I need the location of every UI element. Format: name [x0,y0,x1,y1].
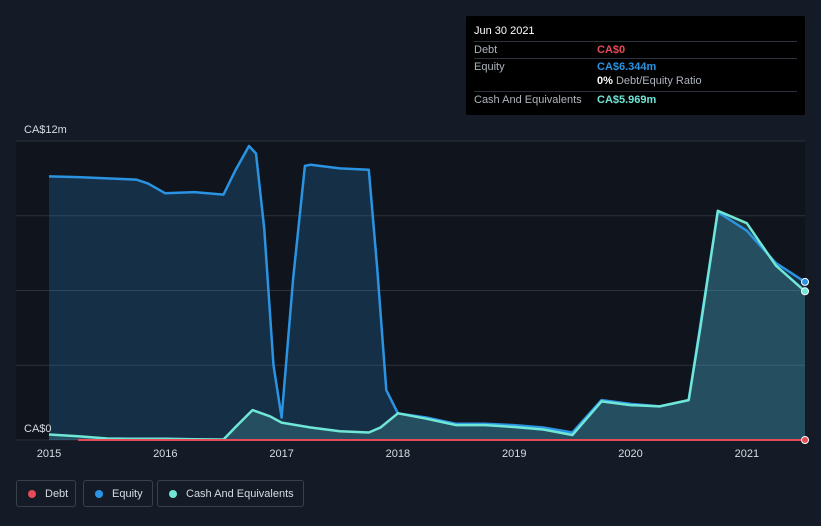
x-axis-ticks: 2015 2016 2017 2018 2019 2020 2021 [37,448,759,460]
equity-end-point [801,277,809,286]
tooltip-cash-value: CA$5.969m [597,94,657,106]
x-tick-label: 2019 [502,448,526,460]
tooltip-equity-label: Equity [474,61,505,73]
tooltip-equity-value: CA$6.344m [597,61,657,73]
x-tick-label: 2015 [37,448,61,460]
legend-item-equity[interactable]: Equity [83,480,153,507]
y-axis-top-label: CA$12m [24,124,67,136]
tooltip-debt-value: CA$0 [597,44,626,56]
equity-area [49,146,805,440]
tooltip-cash-label: Cash And Equivalents [474,94,582,106]
legend-item-cash[interactable]: Cash And Equivalents [157,480,304,507]
tooltip-row-equity: Equity CA$6.344m [474,58,797,75]
equity-dot-icon [95,490,103,498]
x-tick-label: 2018 [386,448,410,460]
series-lines [48,144,806,441]
cash-and-equivalents-area [49,210,805,440]
tooltip-debt-label: Debt [474,44,498,56]
tooltip-debt-equity-ratio: 0% Debt/Equity Ratio [597,75,702,87]
cash-and-equivalents-end-point [801,287,809,296]
cash-dot-icon [169,490,177,498]
data-tooltip: Jun 30 2021 Debt CA$0 Equity CA$6.344m 0… [466,16,805,115]
ratio-label: Debt/Equity Ratio [615,75,702,87]
legend-item-debt[interactable]: Debt [16,480,76,507]
tooltip-row-cash: Cash And Equivalents CA$5.969m [474,91,797,108]
legend-equity-label: Equity [112,488,143,500]
x-tick-label: 2021 [735,448,759,460]
series-areas [49,146,805,440]
x-tick-label: 2017 [269,448,293,460]
legend-debt-label: Debt [45,488,69,500]
series-end-markers [801,277,809,444]
debt-dot-icon [28,490,36,498]
tooltip-row-debt: Debt CA$0 [474,41,797,58]
y-axis-bottom-label: CA$0 [24,423,52,435]
tooltip-date: Jun 30 2021 [474,25,535,37]
x-tick-label: 2016 [153,448,177,460]
ratio-value: 0% [597,75,613,87]
x-tick-label: 2020 [618,448,642,460]
legend-cash-label: Cash And Equivalents [186,488,294,500]
debt-end-point [801,436,809,444]
